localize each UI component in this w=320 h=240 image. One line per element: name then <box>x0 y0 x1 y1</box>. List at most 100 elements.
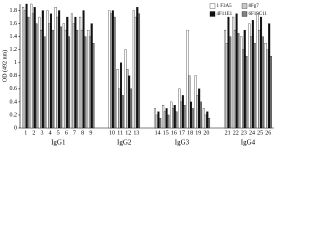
bar <box>126 69 129 129</box>
bar <box>56 16 59 129</box>
bar <box>124 49 127 129</box>
bar <box>264 43 267 129</box>
bar <box>27 16 30 129</box>
bar <box>132 10 135 129</box>
bar <box>173 105 176 129</box>
bar <box>253 43 256 129</box>
bar <box>80 29 83 129</box>
x-tick-label: 22 <box>233 130 239 136</box>
bar <box>87 29 90 129</box>
bar <box>128 75 131 129</box>
bar <box>167 114 170 129</box>
bar <box>202 108 205 129</box>
bar <box>223 29 227 129</box>
x-tick-label: 20 <box>203 130 209 136</box>
bar <box>250 36 253 129</box>
bar <box>180 101 183 129</box>
bar <box>113 16 116 129</box>
x-tick-label: 25 <box>257 130 263 136</box>
bar <box>189 101 193 129</box>
bar <box>49 13 53 129</box>
group-label: IgG3 <box>175 139 190 147</box>
y-axis-label: OD (492 nm) <box>1 50 8 82</box>
x-tick-label: 19 <box>195 130 201 136</box>
bar <box>198 88 201 129</box>
bar <box>58 10 61 129</box>
x-tick-label: 3 <box>40 130 43 136</box>
bar <box>196 95 199 129</box>
bar <box>229 36 232 129</box>
bar <box>240 36 243 129</box>
bar <box>157 111 160 129</box>
bar <box>25 3 28 129</box>
bar <box>64 29 67 129</box>
x-tick-label: 12 <box>125 130 131 136</box>
bar <box>41 10 44 129</box>
bar <box>31 13 34 129</box>
x-tick-label: 4 <box>49 130 52 136</box>
y-tick-label: 0.4 <box>10 99 18 105</box>
bar <box>232 16 235 129</box>
bar <box>237 33 240 129</box>
bar <box>260 16 263 129</box>
group-label: IgG1 <box>51 139 66 147</box>
bar <box>159 118 162 129</box>
x-tick-label: 8 <box>81 130 84 136</box>
bar <box>38 16 41 129</box>
bar <box>258 29 261 129</box>
bar <box>181 95 184 129</box>
y-tick-label: 1.2 <box>10 47 18 53</box>
bar <box>51 29 54 129</box>
bar <box>266 49 269 129</box>
bar <box>108 10 111 129</box>
x-tick-label: 17 <box>179 130 185 136</box>
x-tick-label: 18 <box>187 130 193 136</box>
bar <box>48 23 51 129</box>
bar <box>165 108 168 129</box>
bar <box>194 75 197 129</box>
x-tick-label: 26 <box>265 130 271 136</box>
bar <box>243 29 246 129</box>
bar <box>67 36 71 129</box>
bar <box>206 111 209 129</box>
chart: OD (492 nm) 00.20.40.60.811.21.41.61.81 2… <box>1 3 274 147</box>
bar <box>35 23 38 129</box>
x-tick-label: 15 <box>163 130 169 136</box>
bar <box>208 118 211 129</box>
bar <box>186 29 189 129</box>
bar <box>84 36 87 129</box>
bar <box>183 105 186 129</box>
bar <box>62 23 65 129</box>
bar <box>72 23 75 129</box>
x-tick-label: 14 <box>155 130 161 136</box>
x-tick-label: 6 <box>65 130 68 136</box>
legend-swatch <box>241 11 248 17</box>
bar <box>251 20 254 129</box>
x-tick-label: 10 <box>109 130 115 136</box>
bar <box>43 36 46 129</box>
bar <box>225 43 228 129</box>
bar <box>74 16 77 129</box>
bar <box>119 62 123 129</box>
bar <box>233 29 236 129</box>
y-tick-label: 1.6 <box>10 21 18 27</box>
legend-label: 4F11E1 <box>217 12 233 17</box>
bar <box>70 13 73 129</box>
x-tick-label: 5 <box>57 130 60 136</box>
bar <box>155 114 158 129</box>
bar <box>188 75 191 129</box>
x-tick-label: 11 <box>117 130 123 136</box>
bar <box>66 16 69 129</box>
group-label: IgG4 <box>241 139 256 147</box>
legend-label: 1 F3A5 <box>217 4 233 9</box>
legend-swatch <box>209 3 216 9</box>
bar <box>163 111 166 129</box>
x-tick-label: 13 <box>133 130 139 136</box>
bar <box>204 114 207 129</box>
bar <box>261 36 264 129</box>
legend-swatch <box>209 11 216 17</box>
bar <box>30 3 33 129</box>
y-tick-label: 0.6 <box>10 86 18 92</box>
bar <box>199 101 202 129</box>
x-tick-label: 21 <box>225 130 231 136</box>
